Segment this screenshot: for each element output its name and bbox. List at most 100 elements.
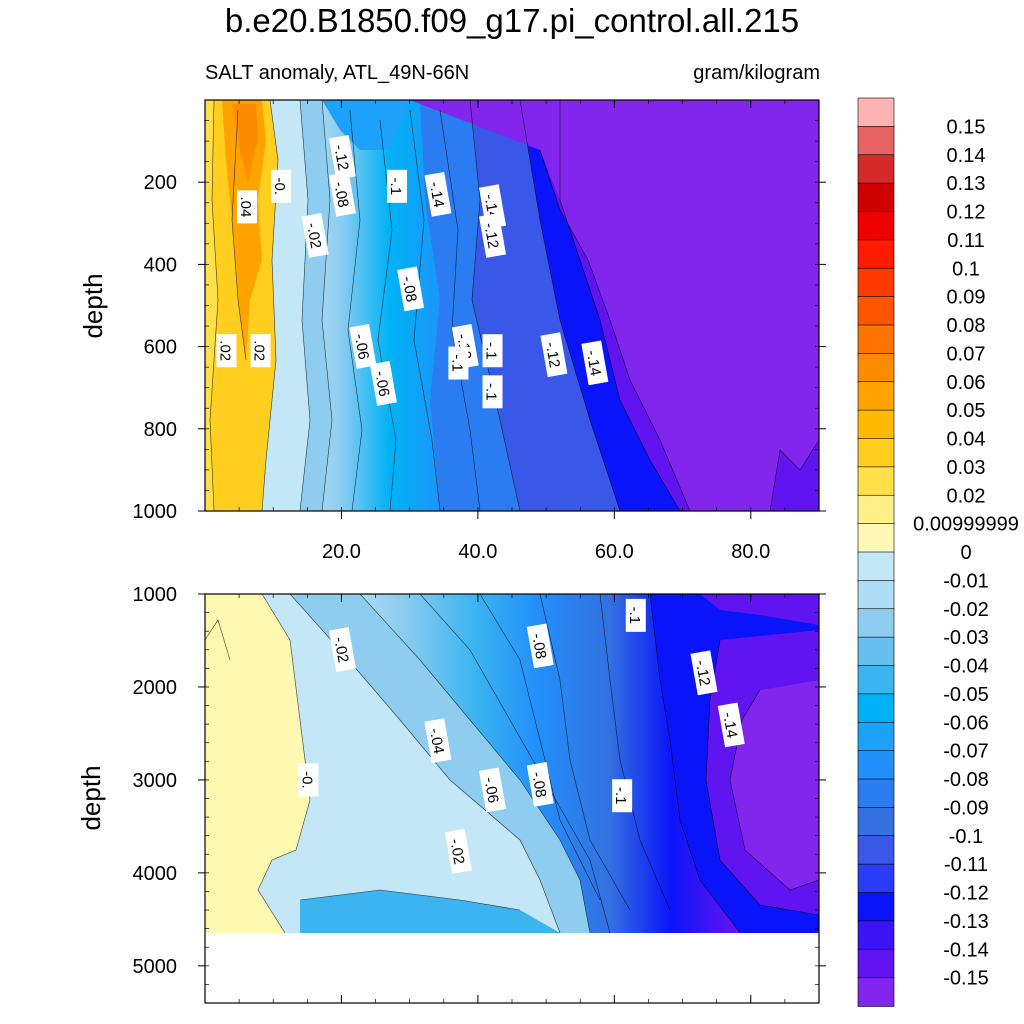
colorbar-swatch — [857, 154, 895, 184]
lower-y-tick-label: 4000 — [133, 863, 178, 885]
lower-y-axis-label: depth — [76, 765, 106, 830]
colorbar-swatch — [857, 466, 895, 497]
upper-panel: 200 400 600 800 1000 20.0 40.0 60.0 80.0 .04 -0.… — [78, 99, 826, 563]
contour-label-box — [349, 324, 377, 369]
colorbar-label: 0 — [960, 542, 971, 564]
colorbar-swatch — [857, 551, 895, 582]
lower-cyan-floor — [300, 890, 560, 933]
contour-label-box — [387, 169, 408, 203]
colorbar-swatch — [857, 267, 895, 298]
colorbar-label: -0.02 — [943, 599, 989, 621]
contour-label: -.02 — [301, 213, 329, 258]
lower-yellow-region — [205, 594, 310, 933]
contour-label: -.12 — [479, 213, 507, 258]
colorbar-label: -0.04 — [943, 656, 989, 678]
contour-label: -0. — [271, 169, 292, 203]
upper-light-band — [262, 100, 310, 511]
lower-y-tick-label: 1000 — [133, 584, 178, 606]
colorbar-label: 0.02 — [947, 485, 986, 507]
contour-label-text: .02 — [251, 340, 268, 361]
upper-orange-core — [222, 100, 266, 360]
contour-label-text: -.1 — [483, 342, 500, 360]
contour-label-box — [479, 213, 507, 258]
contour-label: .02 — [216, 334, 237, 368]
contour-label-box — [526, 623, 554, 669]
upper-x-tick-label: 80.0 — [731, 541, 770, 563]
contour-label: -.12 — [690, 650, 718, 696]
contour-label-box — [328, 627, 356, 673]
contour-label-box — [250, 334, 271, 368]
contour-label: -.02 — [444, 828, 472, 874]
contour-label: -.08 — [526, 623, 554, 669]
upper-y-tick-label: 200 — [144, 172, 177, 194]
lower-contour-labels: -.02 -.08 -.1 -.12 -.14 -.04 -0. -.06 -.08 -.1 -.0… — [298, 598, 745, 874]
colorbar-swatch — [857, 636, 895, 667]
colorbar-swatch — [857, 580, 895, 610]
contour-label: -.04 — [424, 718, 452, 764]
upper-violet-region — [410, 100, 819, 511]
colorbar-label: 0.15 — [947, 116, 986, 138]
contour-label-box — [301, 213, 329, 258]
upper-contour-lines — [209, 99, 820, 512]
lower-top-right-violet — [700, 594, 819, 625]
upper-contour-labels: .04 -0. -.12 -.08 -.02 -.1 -.14 -.14 -.12 -.08 -.0… — [216, 134, 609, 409]
contour-label: -.1 — [482, 375, 503, 409]
contour-label: -.1 — [448, 346, 469, 380]
contour-label-text: -.12 — [330, 143, 351, 171]
contour-label-box — [717, 702, 745, 748]
contour-label-text: -.1 — [448, 354, 465, 372]
contour-label-text: -.1 — [387, 178, 404, 196]
upper-y-axis-label: depth — [78, 273, 108, 338]
colorbar-swatch — [857, 211, 895, 241]
upper-y-ticks: 200 400 600 800 1000 — [133, 120, 826, 523]
colorbar-label: 0.09 — [947, 287, 986, 309]
lower-light-band — [258, 594, 560, 933]
contour-label: -.14 — [424, 171, 452, 217]
contour-label-box — [271, 169, 292, 203]
contour-label-box — [236, 190, 257, 224]
lower-y-tick-label: 2000 — [133, 677, 178, 699]
contour-label-text: -0. — [271, 178, 288, 196]
contour-label-box — [216, 334, 237, 368]
colorbar-label: -0.08 — [943, 769, 989, 791]
colorbar-label: -0.1 — [949, 826, 983, 848]
lower-contour-lines — [204, 593, 820, 934]
contour-label-text: -.06 — [351, 332, 372, 360]
contour-label-text: -.14 — [426, 180, 447, 208]
contour-label-box — [328, 171, 356, 217]
lower-no-data-region — [205, 933, 819, 1003]
contour-label-box — [328, 134, 356, 180]
contour-label-text: -.1 — [626, 607, 643, 625]
contour-label-box — [369, 360, 397, 406]
units-subtitle: gram/kilogram — [693, 62, 820, 84]
colorbar-swatch — [857, 948, 895, 979]
colorbar-swatch — [857, 665, 895, 695]
upper-y-tick-label: 600 — [144, 337, 177, 359]
contour-label: -.02 — [328, 627, 356, 673]
upper-y-tick-label: 400 — [144, 254, 177, 276]
colorbar-label: 0.03 — [947, 457, 986, 479]
colorbar-swatch — [857, 353, 895, 383]
contour-label: -.08 — [328, 171, 356, 217]
colorbar-swatch — [857, 182, 895, 213]
contour-label-text: .04 — [237, 196, 254, 217]
upper-x-tick-label: 40.0 — [458, 541, 497, 563]
lower-y-tick-label: 3000 — [133, 770, 178, 792]
colorbar-swatch — [857, 863, 895, 894]
lower-violet-core — [730, 680, 819, 890]
colorbar-swatch — [857, 126, 895, 156]
colorbar-label: 0.06 — [947, 372, 986, 394]
colorbar-label: -0.14 — [943, 939, 989, 961]
colorbar-swatch — [857, 381, 895, 411]
colorbar-swatch — [857, 693, 895, 724]
colorbar-label: -0.05 — [943, 684, 989, 706]
colorbar-label: 0.04 — [947, 429, 986, 451]
colorbar-swatch — [857, 409, 895, 440]
contour-label-text: .02 — [216, 340, 233, 361]
colorbar-swatch — [857, 750, 895, 780]
colorbar-swatch — [857, 296, 895, 326]
upper-y-tick-label: 1000 — [133, 501, 178, 523]
contour-label: -.1 — [482, 334, 503, 368]
contour-label: -.06 — [369, 360, 397, 406]
